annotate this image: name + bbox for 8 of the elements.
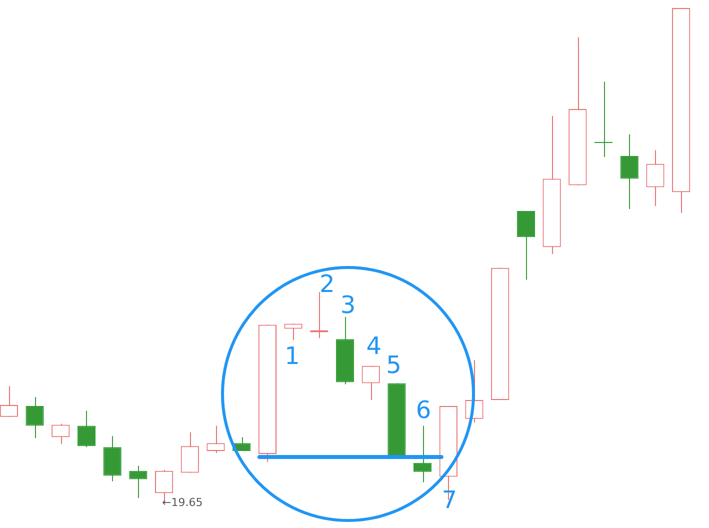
annotation: ←19.65	[162, 496, 203, 509]
annotation: 6	[416, 396, 432, 424]
annotation: 3	[340, 291, 356, 320]
annotation: 1	[284, 342, 300, 370]
annotation: 7	[442, 486, 458, 514]
annotation: 5	[386, 351, 402, 380]
annotation: 4	[366, 332, 382, 360]
annotation: 2	[320, 270, 335, 298]
